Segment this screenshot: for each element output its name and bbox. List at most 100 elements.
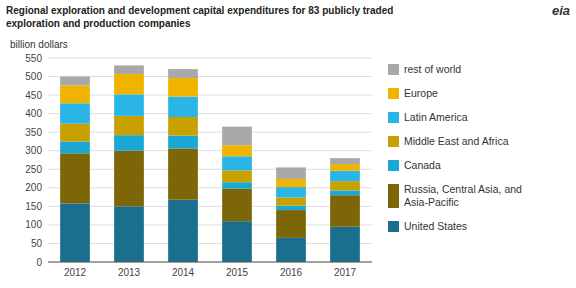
bar-segment: [276, 206, 306, 210]
y-tick-label: 550: [25, 53, 42, 64]
y-tick-label: 50: [31, 238, 43, 249]
bar-segment: [60, 124, 90, 142]
bar-segment: [114, 94, 144, 116]
legend-label-line: Canada: [404, 159, 441, 171]
bar-segment: [168, 78, 198, 97]
annotation: eia: [552, 3, 570, 18]
legend-swatch: [388, 160, 399, 171]
y-tick-label: 450: [25, 90, 42, 101]
legend-swatch: [388, 112, 399, 123]
bar-segment: [276, 179, 306, 187]
bar-segment: [276, 210, 306, 238]
legend-label: United States: [404, 220, 467, 232]
x-tick-label: 2012: [64, 267, 87, 278]
bar-segment: [114, 135, 144, 151]
grid-line: [48, 58, 372, 59]
bar-segment: [222, 221, 252, 262]
legend-label: Canada: [404, 159, 441, 171]
legend-label: Middle East and Africa: [404, 135, 509, 147]
chart: Regional exploration and development cap…: [0, 0, 576, 288]
bar-segment: [168, 69, 198, 78]
bar-segment: [276, 187, 306, 197]
legend-label-line: Russia, Central Asia, and: [404, 183, 522, 195]
x-tick-label: 2015: [226, 267, 249, 278]
bar-segment: [330, 190, 360, 195]
bar-segment: [114, 74, 144, 94]
legend-label-line: rest of world: [404, 63, 461, 75]
bar-segment: [222, 127, 252, 146]
x-tick-label: 2017: [334, 267, 357, 278]
title: Regional exploration and development cap…: [6, 5, 393, 16]
bar-segment: [168, 136, 198, 149]
bar-segment: [222, 156, 252, 170]
grid-line: [48, 187, 372, 188]
grid-line: [48, 224, 372, 225]
bar-segment: [276, 167, 306, 178]
bar-segment: [330, 164, 360, 171]
y-tick-label: 500: [25, 71, 42, 82]
bar-segment: [60, 153, 90, 203]
legend-swatch: [388, 88, 399, 99]
grid-line: [48, 76, 372, 77]
y-tick-label: 150: [25, 201, 42, 212]
x-tick-label: 2016: [280, 267, 303, 278]
y-axis-label: billion dollars: [10, 39, 68, 50]
bar-segment: [222, 182, 252, 188]
y-tick-label: 200: [25, 182, 42, 193]
bar-segment: [60, 103, 90, 123]
bar-segment: [60, 203, 90, 262]
legend-label-line: Middle East and Africa: [404, 135, 509, 147]
x-tick-label: 2014: [172, 267, 195, 278]
grid-line: [48, 150, 372, 151]
legend-swatch: [388, 64, 399, 75]
legend-label: Europe: [404, 87, 438, 99]
y-tick-label: 250: [25, 164, 42, 175]
bar-segment: [330, 158, 360, 164]
legend-label: rest of world: [404, 63, 461, 75]
y-tick-label: 100: [25, 219, 42, 230]
x-axis: [48, 262, 372, 263]
bar-segment: [330, 181, 360, 190]
bar-segment: [114, 116, 144, 135]
bar-segment: [330, 195, 360, 227]
grid-line: [48, 243, 372, 244]
legend-label: Russia, Central Asia, andAsia-Pacific: [404, 183, 522, 208]
bar-segment: [330, 171, 360, 181]
y-tick-label: 400: [25, 108, 42, 119]
legend-label-line: Asia-Pacific: [404, 196, 459, 208]
bar-segment: [168, 117, 198, 136]
grid-line: [48, 95, 372, 96]
bar-segment: [60, 85, 90, 103]
bar-segment: [60, 141, 90, 153]
bar-segment: [168, 97, 198, 117]
bar-segment: [168, 200, 198, 262]
bar-segment: [222, 170, 252, 182]
legend-label-line: Europe: [404, 87, 438, 99]
grid-line: [48, 169, 372, 170]
subtitle: exploration and production companies: [6, 18, 191, 29]
x-tick-label: 2013: [118, 267, 141, 278]
bar-segment: [276, 238, 306, 262]
grid: [48, 58, 372, 262]
legend-label-line: United States: [404, 220, 467, 232]
bar-segment: [114, 151, 144, 207]
grid-line: [48, 132, 372, 133]
bar-segment: [276, 197, 306, 205]
background: [0, 0, 576, 288]
bar-segment: [168, 149, 198, 200]
legend-swatch: [388, 184, 399, 208]
bar-segment: [114, 65, 144, 74]
grid-line: [48, 206, 372, 207]
bar-segment: [330, 227, 360, 262]
bar-segment: [114, 206, 144, 262]
y-tick-label: 300: [25, 145, 42, 156]
legend-swatch: [388, 221, 399, 232]
grid-line: [48, 113, 372, 114]
bar-segment: [222, 145, 252, 156]
grid-line: [48, 262, 372, 263]
legend: rest of world Europe Latin America Middle E…: [388, 63, 522, 232]
bar-segment: [222, 189, 252, 222]
legend-label: Latin America: [404, 111, 468, 123]
legend-label-line: Latin America: [404, 111, 468, 123]
y-tick-label: 0: [36, 257, 42, 268]
